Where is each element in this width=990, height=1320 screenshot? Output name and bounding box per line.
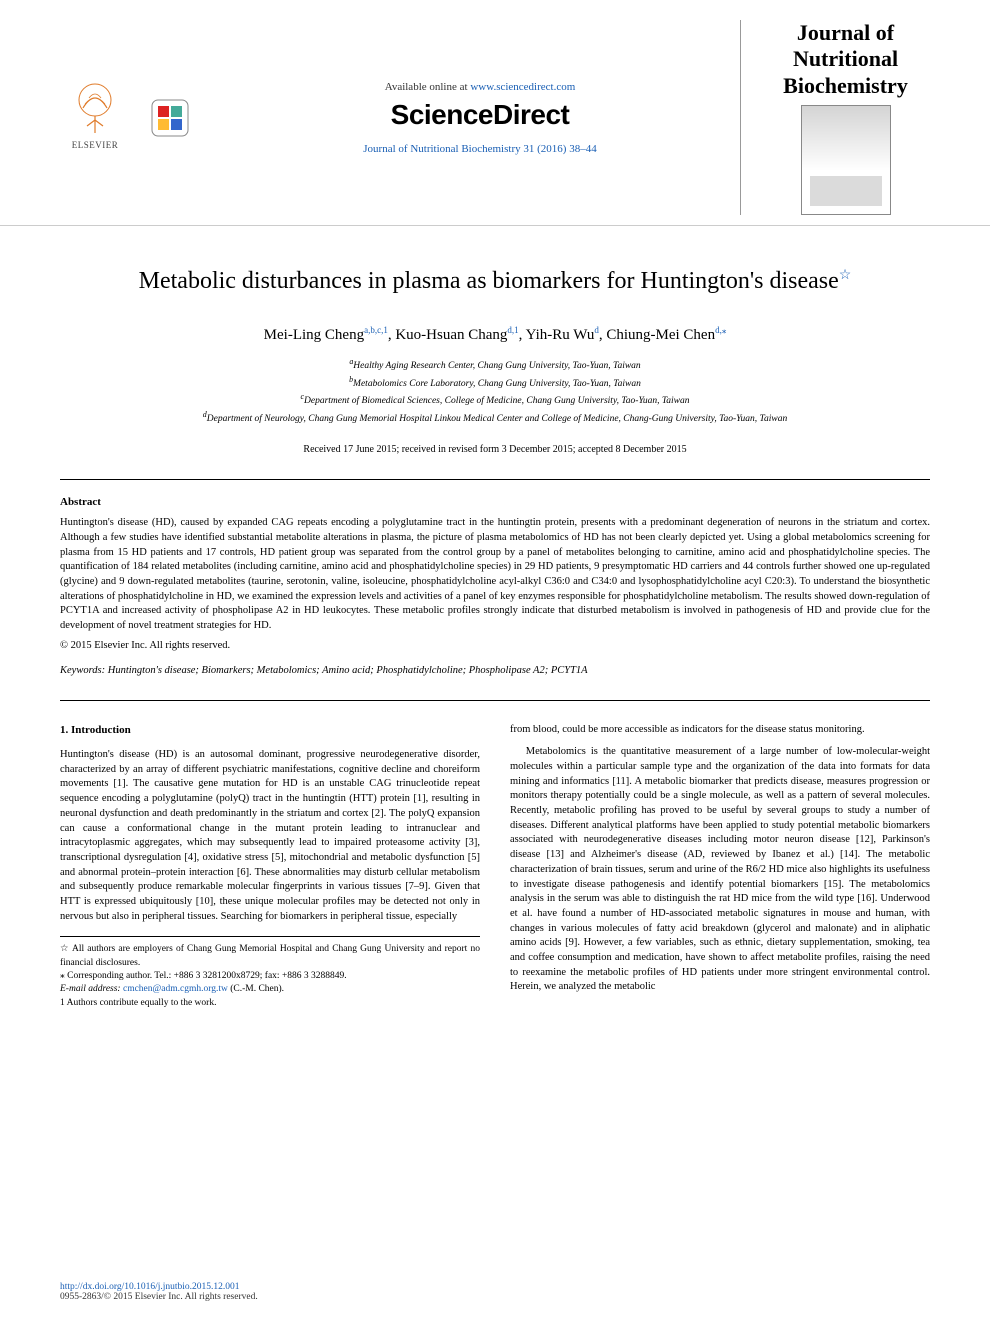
- aff-b: bMetabolomics Core Laboratory, Chang Gun…: [70, 374, 920, 391]
- keywords-line: Keywords: Huntington's disease; Biomarke…: [60, 665, 930, 676]
- publisher-header: ELSEVIER Available online at www.science…: [0, 0, 990, 226]
- aff-a: aHealthy Aging Research Center, Chang Gu…: [70, 356, 920, 373]
- doi-link[interactable]: http://dx.doi.org/10.1016/j.jnutbio.2015…: [60, 1282, 930, 1292]
- keywords-label: Keywords:: [60, 665, 105, 676]
- author-3[interactable]: Yih-Ru Wu: [526, 327, 595, 343]
- article-dates: Received 17 June 2015; received in revis…: [0, 444, 990, 455]
- sciencedirect-url[interactable]: www.sciencedirect.com: [470, 81, 575, 93]
- intro-heading: 1. Introduction: [60, 723, 480, 738]
- title-footnote-mark[interactable]: ☆: [839, 268, 852, 283]
- email-label: E-mail address:: [60, 984, 121, 994]
- elsevier-logo[interactable]: ELSEVIER: [60, 78, 130, 158]
- footnote-corresponding: ⁎ Corresponding author. Tel.: +886 3 328…: [60, 970, 480, 983]
- journal-cover-box: Journal of Nutritional Biochemistry: [740, 20, 930, 215]
- intro-col2-p2: Metabolomics is the quantitative measure…: [510, 745, 930, 995]
- article-title: Metabolic disturbances in plasma as biom…: [70, 266, 920, 297]
- journal-name-l2: Nutritional: [793, 46, 898, 71]
- email-who: (C.-M. Chen).: [230, 984, 284, 994]
- journal-name-l1: Journal of: [797, 20, 894, 45]
- footnote-email: E-mail address: cmchen@adm.cgmh.org.tw (…: [60, 983, 480, 996]
- journal-citation[interactable]: Journal of Nutritional Biochemistry 31 (…: [220, 143, 740, 155]
- aff-d: dDepartment of Neurology, Chang Gung Mem…: [70, 409, 920, 426]
- author-2-aff: d,1: [507, 325, 518, 335]
- footnote-equal: 1 Authors contribute equally to the work…: [60, 997, 480, 1010]
- aff-c-text: Department of Biomedical Sciences, Colle…: [304, 396, 690, 406]
- author-2[interactable]: Kuo-Hsuan Chang: [395, 327, 507, 343]
- authors-line: Mei-Ling Chenga,b,c,1, Kuo-Hsuan Changd,…: [0, 325, 990, 344]
- issn-copyright: 0955-2863/© 2015 Elsevier Inc. All right…: [60, 1292, 930, 1302]
- available-online: Available online at www.sciencedirect.co…: [220, 81, 740, 93]
- author-4-aff: d,: [715, 325, 722, 335]
- email-link[interactable]: cmchen@adm.cgmh.org.tw: [121, 984, 231, 994]
- abstract-copyright: © 2015 Elsevier Inc. All rights reserved…: [60, 640, 930, 651]
- elsevier-tree-icon: [65, 78, 125, 138]
- aff-a-text: Healthy Aging Research Center, Chang Gun…: [353, 362, 640, 372]
- page-footer: http://dx.doi.org/10.1016/j.jnutbio.2015…: [60, 1282, 930, 1302]
- corresponding-mark[interactable]: ⁎: [722, 325, 727, 335]
- column-right: from blood, could be more accessible as …: [510, 723, 930, 1010]
- avail-prefix: Available online at: [385, 81, 471, 93]
- aff-d-text: Department of Neurology, Chang Gung Memo…: [207, 414, 787, 424]
- abstract-heading: Abstract: [60, 496, 930, 508]
- intro-col1-text: Huntington's disease (HD) is an autosoma…: [60, 748, 480, 924]
- sciencedirect-logo[interactable]: ScienceDirect: [220, 99, 740, 131]
- affiliations: aHealthy Aging Research Center, Chang Gu…: [0, 356, 990, 426]
- author-1[interactable]: Mei-Ling Cheng: [264, 327, 364, 343]
- title-block: Metabolic disturbances in plasma as biom…: [0, 226, 990, 307]
- footnote-star: ☆ All authors are employers of Chang Gun…: [60, 943, 480, 970]
- body-columns: 1. Introduction Huntington's disease (HD…: [0, 701, 990, 1010]
- author-3-aff: d: [594, 325, 599, 335]
- journal-name-l3: Biochemistry: [783, 73, 908, 98]
- intro-col2-p1: from blood, could be more accessible as …: [510, 723, 930, 738]
- author-1-aff: a,b,c,1: [364, 325, 388, 335]
- keywords-text: Huntington's disease; Biomarkers; Metabo…: [105, 665, 587, 676]
- elsevier-text: ELSEVIER: [72, 140, 119, 150]
- abstract-section: Abstract Huntington's disease (HD), caus…: [0, 480, 990, 676]
- title-text: Metabolic disturbances in plasma as biom…: [139, 268, 839, 294]
- journal-cover-thumb: [801, 105, 891, 215]
- aff-b-text: Metabolomics Core Laboratory, Chang Gung…: [353, 379, 641, 389]
- journal-name: Journal of Nutritional Biochemistry: [761, 20, 930, 99]
- aff-c: cDepartment of Biomedical Sciences, Coll…: [70, 391, 920, 408]
- crossmark-icon[interactable]: [150, 98, 190, 138]
- abstract-text: Huntington's disease (HD), caused by exp…: [60, 516, 930, 634]
- author-4[interactable]: Chiung-Mei Chen: [606, 327, 715, 343]
- column-left: 1. Introduction Huntington's disease (HD…: [60, 723, 480, 1010]
- header-center: Available online at www.sciencedirect.co…: [220, 81, 740, 155]
- footnotes-block: ☆ All authors are employers of Chang Gun…: [60, 936, 480, 1009]
